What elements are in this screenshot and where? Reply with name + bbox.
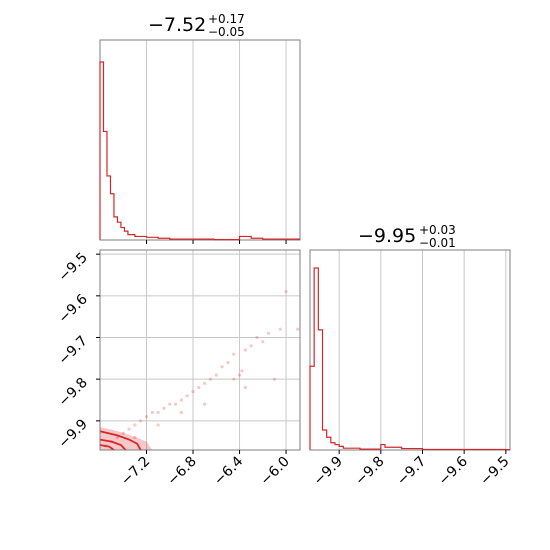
joint-sample-point [243, 385, 247, 390]
joint-sample-point [115, 435, 120, 440]
joint-sample-point [173, 402, 178, 406]
joint-sample-point [220, 365, 224, 369]
joint-sample-point [197, 385, 201, 390]
joint-y-tick-label: −9.6 [55, 291, 90, 326]
joint-y-tick-label: −9.7 [55, 333, 90, 368]
x1-marginal-frame [99, 39, 301, 241]
joint-sample-point [203, 381, 207, 385]
joint-sample-point [243, 348, 247, 352]
joint-sample-point [168, 402, 172, 406]
joint-sample-point [121, 431, 125, 435]
joint-x-tick-label: −6.0 [258, 454, 293, 489]
x1-title-minus: −0.05 [208, 25, 245, 39]
x1-marginal-panel [99, 39, 301, 244]
joint-sample-point [144, 415, 149, 419]
x2-marginal-x-tick-label: −9.8 [352, 454, 387, 489]
joint-x-tick-label: −7.2 [118, 454, 153, 489]
x2-title-minus: −0.01 [419, 236, 456, 250]
joint-y-tick-label: −9.5 [55, 250, 90, 285]
joint-sample-point [185, 394, 189, 398]
joint-sample-point [156, 410, 160, 415]
x2-hist-step [309, 267, 510, 451]
joint-sample-point [179, 410, 183, 415]
joint-contour-line [99, 438, 127, 451]
joint-sample-point [255, 335, 259, 340]
joint-contour-line [99, 444, 115, 451]
joint-contour-line [99, 430, 142, 451]
x2-marginal-x-tick-label: −9.7 [394, 454, 429, 489]
x1-title: −7.52 [148, 14, 206, 36]
joint-sample-point [127, 427, 131, 431]
joint-frame [99, 249, 301, 451]
x1-hist-step [99, 61, 300, 241]
x2-marginal-frame [309, 249, 511, 451]
joint-sample-point [150, 410, 154, 415]
joint-y-tick-label: −9.9 [55, 416, 90, 451]
joint-sample-point [261, 340, 265, 344]
x2-marginal-x-tick-label: −9.9 [311, 454, 346, 489]
joint-sample-point [249, 344, 253, 348]
x2-title-median: −9.95 [358, 225, 416, 247]
joint-sample-point [191, 390, 195, 394]
joint-sample-point [226, 360, 230, 365]
joint-sample-point [284, 290, 288, 294]
x2-marginal-x-tick-label: −9.6 [436, 453, 471, 488]
x1-title-median: −7.52 [148, 14, 206, 36]
joint-sample-point [232, 377, 236, 381]
joint-panel: −7.2 −6.8 −6.4 −6.0 −9.5 −9.6 −9.7 −9.8 −9.9 [55, 249, 301, 489]
joint-y-tick-label: −9.8 [55, 375, 90, 410]
joint-sample-point [272, 377, 277, 381]
x2-marginal-x-tick-label: −9.5 [477, 454, 512, 489]
joint-sample-point [156, 423, 160, 427]
joint-x-tick-label: −6.8 [164, 454, 199, 489]
joint-x-tick-label: −6.4 [211, 453, 246, 488]
joint-sample-point [232, 352, 236, 356]
x2-marginal-panel: −9.9 −9.8 −9.7 −9.6 −9.5 [309, 249, 513, 489]
joint-sample-point [133, 435, 137, 440]
joint-sample-point [214, 373, 218, 377]
joint-sample-point [267, 331, 271, 335]
joint-sample-point [203, 402, 207, 406]
joint-sample-point [296, 327, 300, 331]
joint-sample-point [133, 423, 137, 427]
x2-title-plus: +0.03 [419, 223, 456, 237]
joint-sample-point [162, 406, 166, 410]
joint-sample-point [179, 398, 183, 402]
joint-sample-point [139, 419, 143, 423]
joint-sample-point [240, 369, 244, 373]
joint-sample-point [208, 377, 213, 381]
joint-sample-point [237, 373, 242, 377]
joint-sample-point [278, 327, 282, 331]
x2-title: −9.95 [358, 225, 416, 247]
x1-title-plus: +0.17 [208, 12, 245, 26]
